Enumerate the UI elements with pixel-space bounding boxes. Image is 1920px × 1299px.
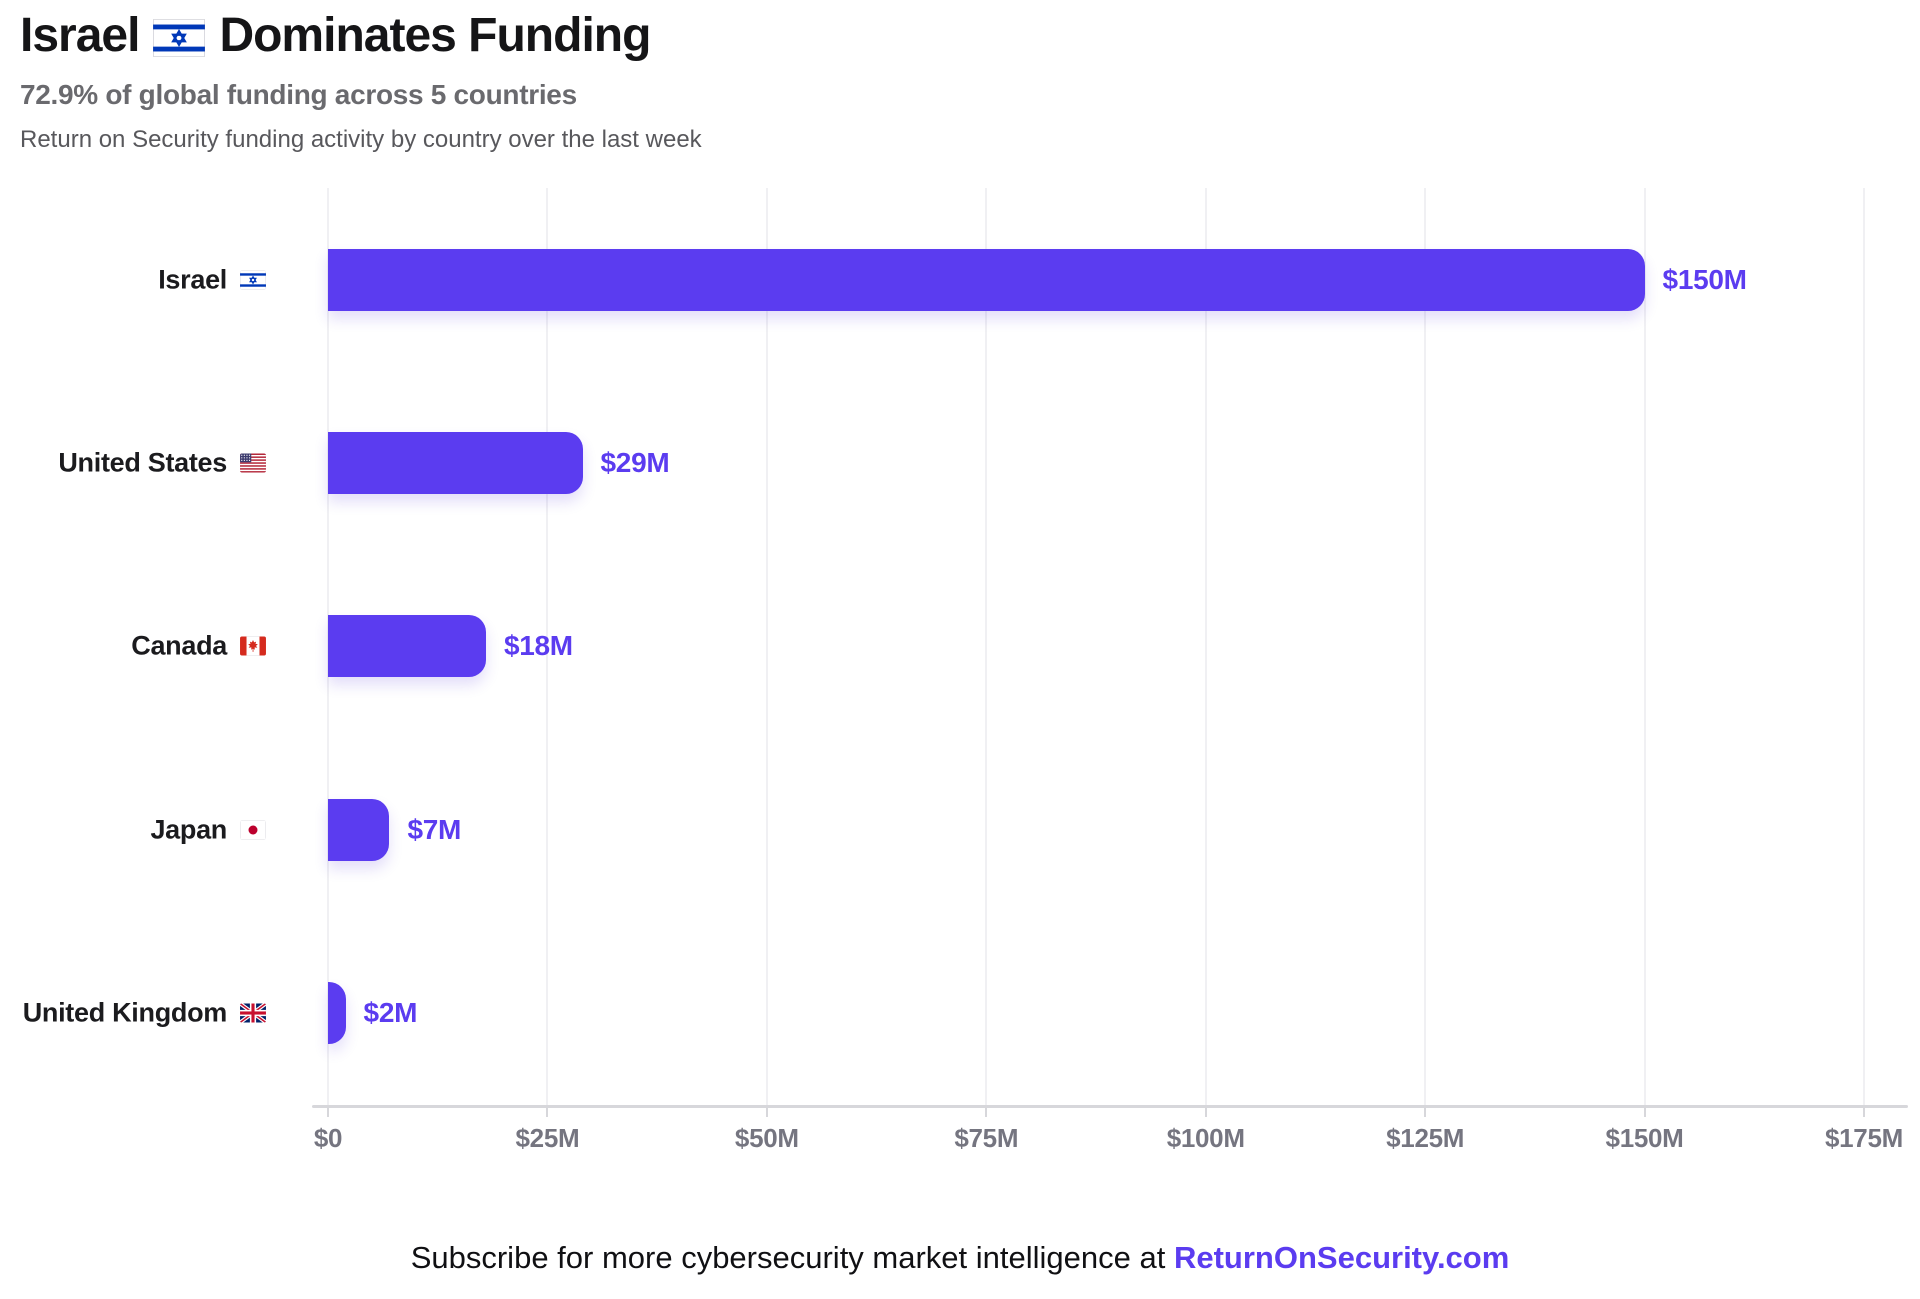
header: Israel Dominates Funding 72.9% of global…: [20, 8, 702, 154]
gridline: [546, 188, 549, 1105]
subtitle: 72.9% of global funding across 5 countri…: [20, 79, 577, 111]
x-tick-label: $125M: [1386, 1123, 1465, 1153]
country-name: United Kingdom: [22, 997, 228, 1028]
description: Return on Security funding activity by c…: [20, 126, 702, 154]
x-axis-tick: [1424, 1108, 1427, 1117]
israel-flag-icon: [240, 270, 266, 290]
x-axis-tick: [546, 1108, 549, 1117]
x-tick-label: $175M: [1824, 1123, 1903, 1153]
value-label: $18M: [503, 630, 573, 662]
category-label: Canada: [0, 631, 266, 662]
x-tick-label: $50M: [734, 1123, 799, 1153]
return-on-security-link[interactable]: ReturnOnSecurity.com: [1173, 1240, 1510, 1275]
value-label: $7M: [407, 813, 462, 845]
x-axis-line: [312, 1105, 1908, 1108]
page-title: Israel Dominates Funding: [20, 8, 702, 63]
title-text-pre: Israel: [20, 9, 140, 62]
footer-text: Subscribe for more cybersecurity market …: [410, 1240, 1174, 1275]
bar-united-kingdom: [328, 982, 346, 1045]
gridline: [765, 188, 768, 1105]
bar-united-states: [328, 432, 583, 495]
value-label: $2M: [363, 997, 418, 1029]
x-axis-tick: [327, 1108, 329, 1117]
x-tick-label: $100M: [1166, 1123, 1245, 1153]
x-tick-label: $75M: [954, 1123, 1019, 1153]
united-states-flag-icon: [240, 453, 266, 473]
chart-row-united-kingdom: United Kingdom $2M: [23, 922, 1902, 1105]
x-axis-tick: [1862, 1108, 1865, 1117]
gridline: [985, 188, 988, 1105]
bar-israel: [328, 248, 1645, 311]
chart-row-canada: Canada $18M: [131, 555, 1902, 738]
value-label: $150M: [1662, 263, 1747, 295]
country-name: Israel: [158, 264, 227, 295]
footer: Subscribe for more cybersecurity market …: [0, 1240, 1920, 1276]
chart-row-united-states: United States $29M: [58, 371, 1902, 554]
plot-area: Israel $150M United States $29M Canada $18M Ja…: [23, 188, 1902, 1105]
x-axis-tick: [1204, 1108, 1207, 1117]
gridline: [1643, 188, 1646, 1105]
x-tick-label: $150M: [1605, 1123, 1684, 1153]
title-text-post: Dominates Funding: [219, 9, 651, 62]
x-tick-label: $25M: [515, 1123, 580, 1153]
canada-flag-icon: [240, 636, 266, 656]
category-label: Japan: [0, 814, 266, 845]
country-name: United States: [58, 447, 227, 478]
x-tick-label: $0: [313, 1123, 343, 1153]
united-kingdom-flag-icon: [240, 1003, 266, 1023]
category-label: United Kingdom: [0, 998, 266, 1029]
chart-row-israel: Israel $150M: [158, 188, 1902, 371]
bar-japan: [328, 798, 390, 861]
israel-flag-icon: [153, 18, 206, 57]
country-name: Canada: [131, 630, 227, 661]
value-label: $29M: [600, 447, 670, 479]
x-axis-tick: [1643, 1108, 1646, 1117]
bar-canada: [328, 615, 486, 678]
funding-bar-chart: Israel $150M United States $29M Canada $18M Ja…: [0, 188, 1920, 1170]
category-label: United States: [0, 448, 266, 479]
gridline: [1204, 188, 1207, 1105]
x-axis-tick: [765, 1108, 768, 1117]
category-label: Israel: [0, 264, 266, 295]
gridline: [1424, 188, 1427, 1105]
gridline: [1862, 188, 1865, 1105]
x-axis-tick: [985, 1108, 988, 1117]
japan-flag-icon: [240, 820, 266, 840]
country-name: Japan: [150, 814, 227, 845]
chart-row-japan: Japan $7M: [150, 738, 1902, 921]
